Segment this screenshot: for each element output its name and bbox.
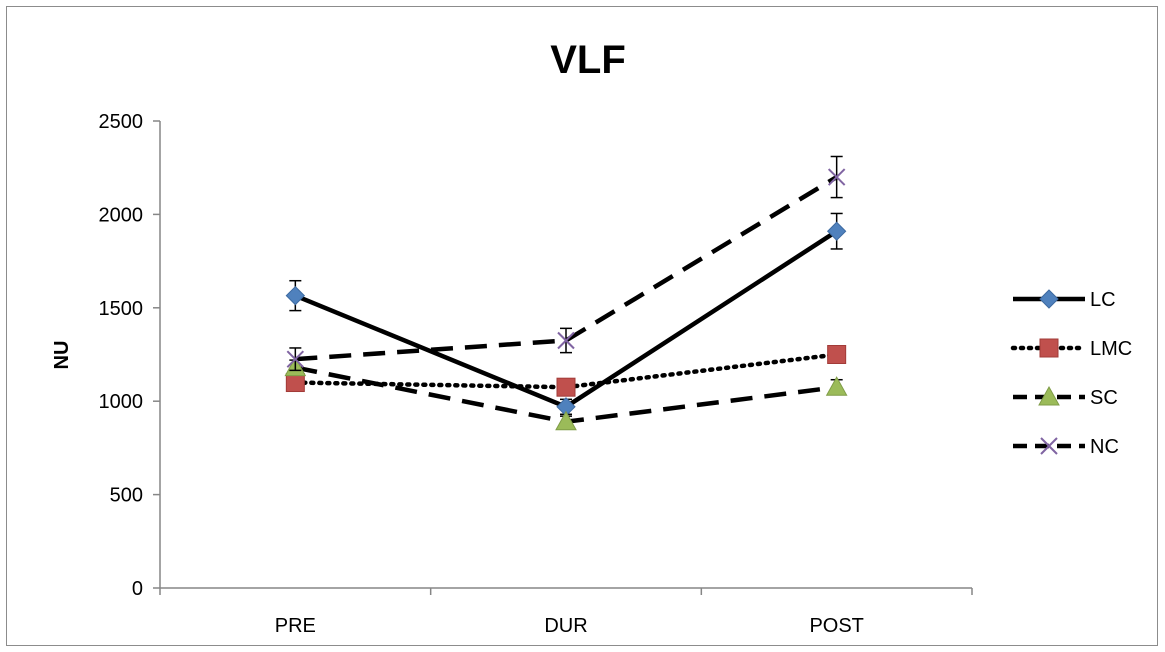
series-lmc — [285, 345, 847, 397]
legend-marker-lc — [1039, 289, 1059, 309]
x-marker-stroke — [286, 350, 305, 368]
legend-label-lc: LC — [1090, 289, 1116, 311]
x-marker-stroke — [1040, 437, 1058, 455]
data-point-lc — [285, 285, 306, 306]
series-nc — [286, 155, 846, 372]
series-line-nc — [295, 175, 838, 362]
data-point-lmc — [827, 345, 847, 364]
plot-area — [284, 155, 848, 431]
y-axis-title: NU — [51, 341, 73, 370]
y-tick-label: 500 — [110, 485, 143, 507]
data-point-nc — [286, 350, 305, 368]
x-tick-label: POST — [809, 615, 863, 637]
y-tick-label: 2500 — [99, 111, 144, 133]
data-point-lmc — [556, 377, 576, 397]
legend-label-sc: SC — [1090, 387, 1118, 409]
axes: 0 500 1000 1500 2000 2500 PRE DUR POST — [99, 111, 973, 637]
y-tick-label: 0 — [132, 578, 143, 600]
data-point-nc — [557, 331, 575, 350]
legend-marker-sc — [1038, 385, 1060, 406]
y-tick-label: 1500 — [99, 298, 144, 320]
legend-marker-nc — [1040, 437, 1058, 455]
chart-frame — [6, 6, 1158, 646]
data-point-sc — [555, 410, 577, 431]
x-marker-stroke — [827, 168, 846, 186]
x-marker-stroke — [557, 331, 575, 350]
x-tick-label: DUR — [544, 615, 587, 637]
y-tick-label: 2000 — [99, 204, 144, 226]
legend-item-nc: NC — [1013, 436, 1119, 458]
x-tick-label: PRE — [275, 615, 316, 637]
legend-item-lc: LC — [1013, 289, 1116, 311]
legend-item-sc: SC — [1013, 385, 1118, 409]
legend-label-nc: NC — [1090, 436, 1119, 458]
legend-marker-lmc — [1039, 338, 1059, 358]
legend-label-lmc: LMC — [1090, 338, 1132, 360]
chart-title: VLF — [550, 38, 626, 82]
legend: LC LMC SC NC — [1010, 289, 1132, 458]
y-tick-label: 1000 — [99, 391, 144, 413]
data-point-lmc — [285, 373, 305, 393]
data-point-sc — [825, 376, 848, 396]
legend-item-lmc: LMC — [1010, 338, 1132, 360]
data-point-lc — [826, 221, 847, 241]
data-point-nc — [827, 168, 846, 186]
